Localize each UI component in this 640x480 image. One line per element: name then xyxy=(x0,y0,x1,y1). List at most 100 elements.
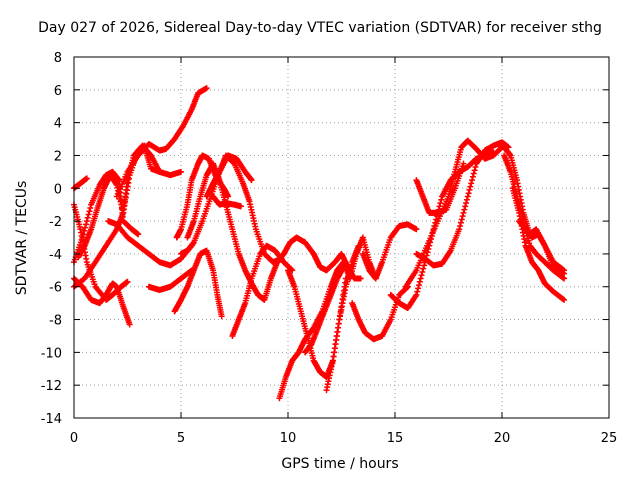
data-point xyxy=(469,177,476,184)
data-series-track-27 xyxy=(402,137,505,290)
x-tick-label: 20 xyxy=(494,431,511,446)
data-series-track-09 xyxy=(141,144,184,179)
data-point xyxy=(416,278,423,285)
data-point xyxy=(415,282,422,289)
y-tick-label: 8 xyxy=(54,51,62,66)
data-point xyxy=(464,193,471,200)
data-point xyxy=(459,213,466,220)
data-point xyxy=(86,208,93,215)
data-point xyxy=(467,183,474,190)
data-series-track-07 xyxy=(105,218,195,269)
x-tick-label: 5 xyxy=(177,431,185,446)
x-tick-label: 0 xyxy=(70,431,78,446)
data-point xyxy=(458,216,465,223)
axis-ticks: 0 5 10 15 20 25 -14 -12 -10 -8 -6 -4 -2 0 2 4 6 8 xyxy=(41,51,618,446)
data-point xyxy=(457,223,464,230)
y-tick-label: -8 xyxy=(49,314,62,329)
data-point xyxy=(80,231,87,238)
data-point xyxy=(461,206,468,213)
data-point xyxy=(470,170,477,177)
data-point xyxy=(438,196,445,203)
x-axis-label: GPS time / hours xyxy=(281,456,399,472)
data-point xyxy=(85,211,92,218)
data-point xyxy=(357,275,364,282)
data-point xyxy=(124,278,131,285)
y-tick-label: -12 xyxy=(41,379,62,394)
data-point xyxy=(468,180,475,187)
y-tick-label: -10 xyxy=(41,346,62,361)
data-point xyxy=(79,234,86,241)
plot-frame xyxy=(73,56,610,419)
data-series-track-12 xyxy=(171,247,225,320)
data-point xyxy=(460,209,467,216)
data-series-track-15 xyxy=(203,152,285,266)
data-point xyxy=(414,288,421,295)
chart-title: Day 027 of 2026, Sidereal Day-to-day VTE… xyxy=(38,20,602,36)
data-point xyxy=(561,275,568,282)
data-point xyxy=(559,296,566,303)
data-point xyxy=(418,272,425,279)
data-point xyxy=(465,190,472,197)
y-tick-label: 4 xyxy=(54,117,62,132)
data-point xyxy=(417,275,424,282)
data-series-track-33 xyxy=(516,218,568,274)
data-series-track-32 xyxy=(509,185,568,303)
data-point xyxy=(420,265,427,272)
data-point xyxy=(248,177,255,184)
data-point xyxy=(82,221,89,228)
y-tick-label: -4 xyxy=(49,248,62,263)
data-point xyxy=(218,313,225,320)
data-point xyxy=(466,186,473,193)
data-point xyxy=(413,291,420,298)
data-point xyxy=(237,203,244,210)
y-tick-label: -14 xyxy=(41,412,62,427)
data-series-track-08 xyxy=(113,85,210,200)
data-point xyxy=(225,193,232,200)
data-series-track-14 xyxy=(184,160,281,303)
data-series-track-21 xyxy=(302,264,347,356)
data-point xyxy=(415,285,422,292)
data-point xyxy=(463,200,470,207)
data-series-track-29 xyxy=(413,160,467,216)
data-point xyxy=(472,163,479,170)
data-series-track-17 xyxy=(210,193,244,210)
data-point xyxy=(419,268,426,275)
data-point xyxy=(135,231,142,238)
data-series-track-25 xyxy=(359,221,420,282)
x-tick-label: 10 xyxy=(280,431,297,446)
data-point xyxy=(456,226,463,233)
grid-lines xyxy=(74,57,609,418)
data-point xyxy=(126,321,133,328)
data-point xyxy=(437,200,444,207)
data-point xyxy=(203,85,210,92)
data-point xyxy=(561,296,568,303)
x-tick-label: 15 xyxy=(387,431,404,446)
y-tick-label: 2 xyxy=(54,149,62,164)
data-point xyxy=(81,227,88,234)
data-point xyxy=(561,267,568,274)
data-point xyxy=(82,224,89,231)
data-point xyxy=(469,173,476,180)
data-points xyxy=(71,85,568,402)
y-axis-label: SDTVAR / TECUs xyxy=(14,180,30,296)
data-point xyxy=(83,175,90,182)
data-point xyxy=(463,196,470,203)
data-point xyxy=(83,218,90,225)
data-point xyxy=(559,266,566,273)
data-point xyxy=(471,167,478,174)
data-point xyxy=(457,219,464,226)
x-tick-label: 25 xyxy=(601,431,618,446)
data-point xyxy=(178,168,184,175)
data-point xyxy=(421,262,428,269)
data-point xyxy=(413,226,420,233)
y-tick-label: 0 xyxy=(54,182,62,197)
data-point xyxy=(460,160,467,167)
data-point xyxy=(87,204,94,211)
y-tick-label: 6 xyxy=(54,84,62,99)
data-point xyxy=(559,274,566,281)
y-tick-label: -6 xyxy=(49,281,62,296)
y-tick-label: -2 xyxy=(49,215,62,230)
data-point xyxy=(84,214,91,221)
data-series-track-24 xyxy=(349,283,411,343)
